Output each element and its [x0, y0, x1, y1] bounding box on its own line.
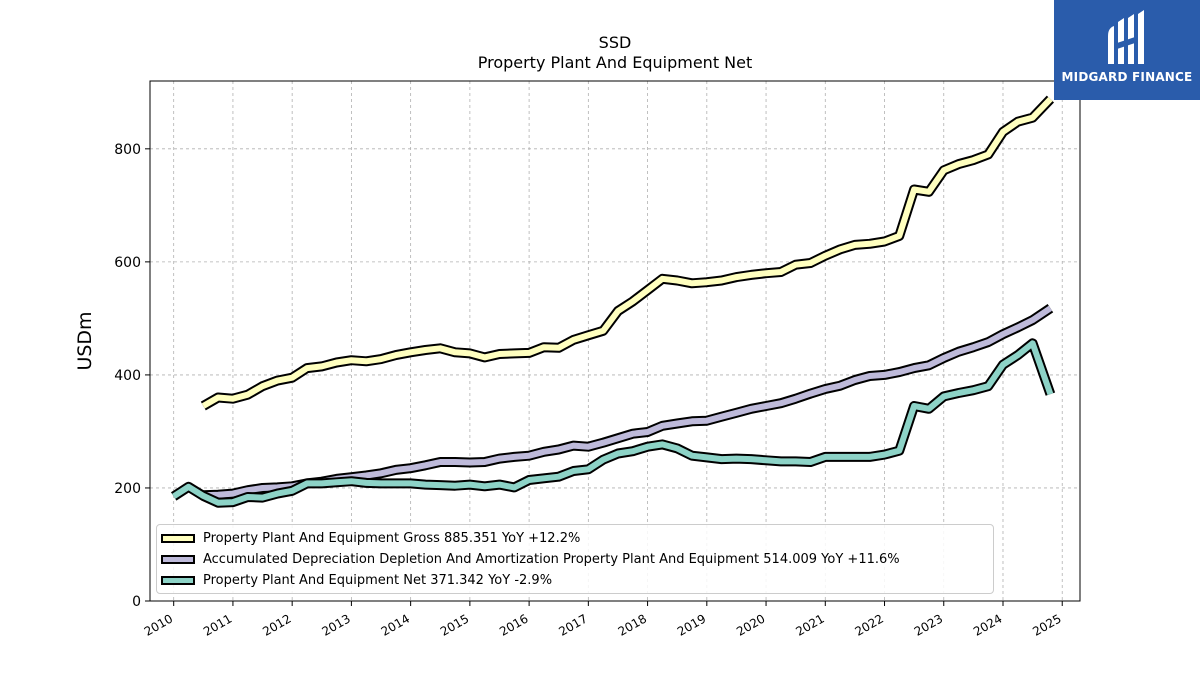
x-tick-label: 2018 — [616, 611, 649, 638]
legend-item-gross: Property Plant And Equipment Gross 885.3… — [159, 528, 580, 548]
x-tick-label: 2022 — [853, 611, 886, 638]
x-tick-label: 2011 — [201, 611, 234, 638]
legend-label-gross: Property Plant And Equipment Gross 885.3… — [203, 530, 581, 546]
x-tick-label: 2014 — [379, 611, 412, 638]
legend-label-depreciation: Accumulated Depreciation Depletion And A… — [203, 551, 900, 567]
x-tick-label: 2019 — [675, 611, 708, 638]
series-1 — [203, 304, 1054, 501]
logo-mark-icon — [1108, 10, 1144, 64]
midgard-finance-logo: MIDGARD FINANCE — [1054, 0, 1200, 100]
legend-swatch-net — [161, 575, 195, 585]
y-tick-label: 200 — [114, 481, 141, 497]
series-line — [172, 340, 1054, 506]
axes-frame — [149, 80, 1081, 602]
x-tick-label: 2013 — [319, 611, 352, 638]
x-tick-label: 2024 — [971, 611, 1004, 638]
legend-swatch-gross — [161, 533, 195, 543]
series-2 — [170, 338, 1056, 508]
grid — [150, 81, 1080, 601]
x-tick-label: 2012 — [260, 611, 293, 638]
y-tick-label: 600 — [114, 255, 141, 271]
legend-item-net: Property Plant And Equipment Net 371.342… — [159, 570, 552, 590]
x-tick-label: 2020 — [734, 611, 767, 638]
series-line-outline — [200, 95, 1055, 411]
x-tick-label: 2023 — [912, 611, 945, 638]
series-layer — [170, 95, 1056, 508]
legend-label-net: Property Plant And Equipment Net 371.342… — [203, 572, 553, 588]
x-tick-label: 2021 — [793, 611, 826, 638]
series-0 — [200, 95, 1055, 411]
series-line — [203, 305, 1053, 499]
x-tick-label: 2010 — [142, 611, 175, 638]
x-tick-label: 2015 — [438, 611, 471, 638]
legend-swatch-depreciation — [161, 554, 195, 564]
legend: Property Plant And Equipment Gross 885.3… — [156, 524, 994, 594]
x-tick-label: 2025 — [1030, 611, 1063, 638]
y-tick-label: 800 — [114, 142, 141, 158]
logo-text: MIDGARD FINANCE — [1061, 70, 1193, 84]
y-tick-label: 0 — [132, 594, 141, 610]
y-axis-label: USDm — [74, 311, 96, 370]
x-tick-label: 2017 — [556, 611, 589, 638]
chart-subtitle: Property Plant And Equipment Net — [477, 53, 753, 72]
series-line — [201, 97, 1053, 409]
y-tick-label: 400 — [114, 368, 141, 384]
chart-title: SSD — [598, 33, 632, 52]
legend-item-depreciation: Accumulated Depreciation Depletion And A… — [159, 549, 900, 569]
x-tick-label: 2016 — [497, 611, 530, 638]
series-line-outline — [203, 304, 1054, 501]
